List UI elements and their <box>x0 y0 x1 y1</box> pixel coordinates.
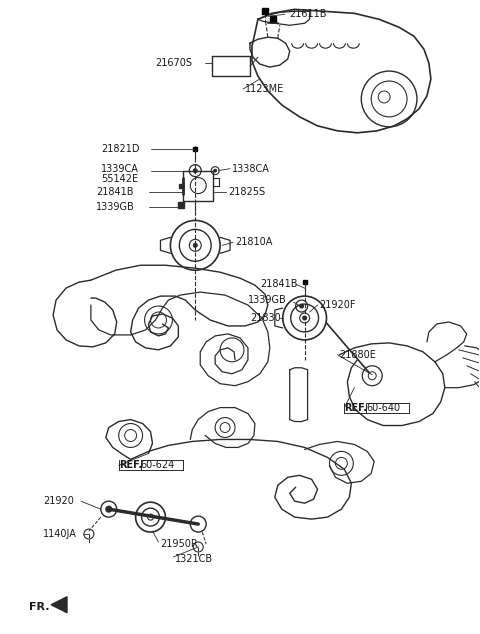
Circle shape <box>300 304 304 308</box>
Circle shape <box>302 316 307 320</box>
Text: 1123ME: 1123ME <box>245 84 284 94</box>
Circle shape <box>106 506 112 512</box>
Text: 21670S: 21670S <box>156 58 192 68</box>
Text: 21611B: 21611B <box>290 10 327 19</box>
Text: 21821D: 21821D <box>101 144 139 153</box>
Circle shape <box>214 169 216 172</box>
Text: 1339GB: 1339GB <box>248 295 287 305</box>
Text: 21825S: 21825S <box>228 186 265 197</box>
Text: 21920: 21920 <box>43 496 74 506</box>
Polygon shape <box>51 597 67 612</box>
Text: 21841B: 21841B <box>96 186 133 197</box>
Text: 1140JA: 1140JA <box>43 529 77 539</box>
Text: 21920F: 21920F <box>320 300 356 310</box>
Text: 21830: 21830 <box>250 313 281 323</box>
Text: 1321CB: 1321CB <box>175 554 214 564</box>
Text: 60-624: 60-624 <box>141 460 175 470</box>
Text: 21880E: 21880E <box>339 350 376 360</box>
Text: 21841B: 21841B <box>260 279 298 289</box>
Text: 1338CA: 1338CA <box>232 164 270 174</box>
Text: 1339GB: 1339GB <box>96 202 134 212</box>
Text: 21950R: 21950R <box>160 539 198 549</box>
Text: 1339CA: 1339CA <box>101 164 139 174</box>
Text: REF.: REF. <box>119 460 142 470</box>
Text: REF.: REF. <box>344 403 368 413</box>
Text: FR.: FR. <box>29 602 50 612</box>
Circle shape <box>193 243 197 247</box>
Text: 55142E: 55142E <box>101 174 138 184</box>
Text: 60-640: 60-640 <box>366 403 400 413</box>
Text: 21810A: 21810A <box>235 237 273 247</box>
Circle shape <box>193 169 197 172</box>
